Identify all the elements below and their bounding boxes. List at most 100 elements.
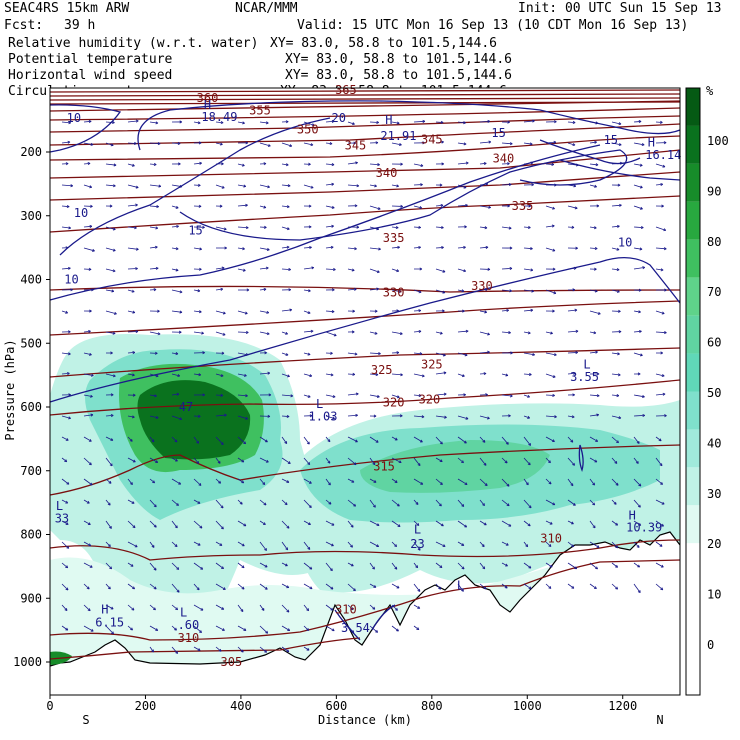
circulation-vector <box>193 310 202 314</box>
circulation-vector <box>479 140 492 144</box>
circulation-vector <box>479 205 491 209</box>
wind-label: 20 <box>332 111 346 125</box>
circulation-vector <box>281 414 290 418</box>
circulation-vector <box>171 646 179 654</box>
south-label: S <box>82 713 89 727</box>
theta-contour <box>49 559 681 641</box>
colorbar-segment <box>686 543 700 582</box>
circulation-vector <box>523 308 534 312</box>
circulation-vector <box>61 625 69 631</box>
model-title: SEAC4RS 15km ARW <box>4 1 129 16</box>
circulation-vector <box>215 162 224 166</box>
circulation-vector <box>457 436 467 444</box>
circulation-vector <box>501 183 512 187</box>
circulation-vector <box>259 371 271 375</box>
circulation-vector <box>171 625 177 631</box>
y-tick-label: 900 <box>20 591 42 605</box>
circulation-vector <box>567 393 575 397</box>
circulation-vector <box>501 499 510 507</box>
circulation-vector <box>457 245 466 250</box>
circulation-vector <box>523 268 534 272</box>
circulation-vector <box>523 225 531 229</box>
circulation-vector <box>655 310 665 315</box>
wind-contour <box>49 104 122 153</box>
colorbar-segment <box>686 353 700 392</box>
circulation-vector <box>149 226 159 230</box>
circulation-vector <box>193 541 201 546</box>
circulation-vector <box>501 436 509 445</box>
circulation-vector <box>281 184 291 188</box>
circulation-vector <box>567 225 575 229</box>
circulation-vector <box>413 625 420 631</box>
circulation-vector <box>171 247 179 251</box>
circulation-vector <box>655 436 662 442</box>
extremum-label: 3.54 <box>341 621 370 635</box>
circulation-vector <box>347 268 355 272</box>
circulation-vector <box>105 142 114 147</box>
theta-label: 310 <box>335 603 357 617</box>
colorbar-segment <box>686 277 700 316</box>
y-tick-label: 400 <box>20 273 42 287</box>
theta-label: 345 <box>345 139 367 153</box>
circulation-vector <box>413 289 422 294</box>
theta-contour <box>49 135 681 161</box>
circulation-vector <box>83 267 92 271</box>
circulation-vector <box>611 330 622 334</box>
circulation-vector <box>127 310 136 314</box>
circulation-vector <box>457 203 468 207</box>
circulation-vector <box>237 415 248 420</box>
circulation-vector <box>655 392 666 396</box>
circulation-vector <box>127 141 137 145</box>
field-name: Horizontal wind speed <box>8 68 172 83</box>
circulation-vector <box>633 163 643 167</box>
theta-label: 350 <box>297 123 319 137</box>
circulation-vector <box>105 436 114 441</box>
circulation-vector <box>61 478 70 485</box>
circulation-vector <box>325 499 332 505</box>
wind-label: 10 <box>67 111 81 125</box>
circulation-vector <box>369 499 376 508</box>
circulation-vector <box>347 309 355 313</box>
circulation-vector <box>83 583 90 590</box>
circulation-vector <box>501 142 513 146</box>
circulation-vector <box>655 478 663 485</box>
circulation-vector <box>633 394 645 399</box>
circulation-vector <box>391 268 400 273</box>
colorbar-segment <box>686 239 700 278</box>
circulation-vector <box>171 205 179 209</box>
circulation-vector <box>369 226 380 231</box>
circulation-vector <box>369 625 379 633</box>
circulation-vector <box>281 331 288 335</box>
circulation-vector <box>303 499 312 509</box>
circulation-vector <box>589 331 597 335</box>
circulation-vector <box>259 478 266 486</box>
circulation-vector <box>545 436 555 443</box>
circulation-vector <box>479 562 486 570</box>
circulation-vector <box>435 203 444 208</box>
circulation-vector <box>589 163 599 167</box>
circulation-vector <box>589 457 598 463</box>
x-tick-label: 1000 <box>513 699 542 713</box>
circulation-vector <box>127 436 133 442</box>
circulation-vector <box>479 415 490 420</box>
circulation-vector <box>237 330 249 334</box>
theta-label: 325 <box>371 363 393 377</box>
circulation-vector <box>347 541 353 548</box>
circulation-vector <box>347 352 358 356</box>
circulation-vector <box>105 373 116 378</box>
y-tick-label: 700 <box>20 464 42 478</box>
extremum-label: 23 <box>410 537 424 551</box>
circulation-vector <box>193 478 202 486</box>
circulation-vector <box>633 205 643 210</box>
circulation-vector <box>391 562 398 570</box>
extremum-label: 33 <box>55 512 69 526</box>
circulation-vector <box>523 541 529 548</box>
circulation-vector <box>325 245 334 249</box>
circulation-vector <box>523 436 532 446</box>
circulation-vector <box>127 457 136 463</box>
circulation-vector <box>83 394 93 398</box>
circulation-vector <box>523 394 531 398</box>
circulation-vector <box>567 351 578 355</box>
circulation-vector <box>171 583 180 593</box>
circulation-vector <box>523 478 529 486</box>
